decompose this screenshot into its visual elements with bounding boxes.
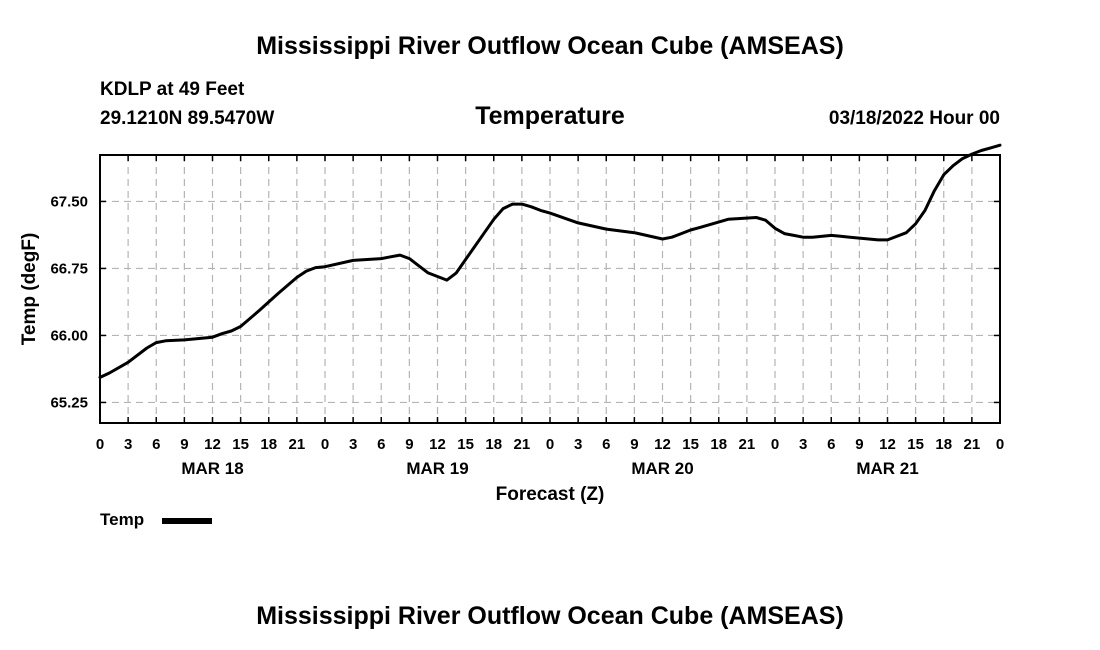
x-tick-label: 21 — [514, 436, 531, 453]
location-label: 29.1210N 89.5470W — [100, 108, 274, 129]
x-tick-label: 12 — [879, 436, 896, 453]
x-tick-label: 6 — [827, 436, 835, 453]
x-tick-label: 12 — [654, 436, 671, 453]
x-tick-label: 18 — [485, 436, 502, 453]
x-tick-label: 15 — [232, 436, 249, 453]
station-label: KDLP at 49 Feet — [100, 79, 245, 100]
x-tick-label: 9 — [630, 436, 638, 453]
x-tick-label: 3 — [124, 436, 132, 453]
y-tick-label: 67.50 — [50, 193, 88, 210]
x-tick-label: 6 — [152, 436, 160, 453]
x-tick-label: 0 — [321, 436, 329, 453]
footer-title: Mississippi River Outflow Ocean Cube (AM… — [256, 602, 844, 630]
x-tick-label: 6 — [377, 436, 385, 453]
x-tick-label: 18 — [260, 436, 277, 453]
x-tick-label: 3 — [574, 436, 582, 453]
x-tick-label: 18 — [710, 436, 727, 453]
x-tick-label: 15 — [457, 436, 474, 453]
x-tick-label: 21 — [289, 436, 306, 453]
x-tick-label: 9 — [180, 436, 188, 453]
y-axis-label: Temp (degF) — [19, 233, 40, 346]
x-tick-label: 21 — [739, 436, 756, 453]
x-tick-label: 0 — [771, 436, 779, 453]
x-tick-label: 6 — [602, 436, 610, 453]
grid-lines — [100, 155, 1000, 423]
x-tick-label: 9 — [855, 436, 863, 453]
series-line-temp — [98, 143, 1002, 379]
x-tick-label: 0 — [996, 436, 1004, 453]
x-day-label: MAR 20 — [631, 459, 693, 478]
axis-ticks: 0 3 6 9 12 15 18 21 0 3 6 9 12 15 18 21 0 3 6 9 12 15 18 21 0 3 6 9… — [50, 155, 1004, 478]
x-tick-label: 15 — [907, 436, 924, 453]
x-tick-label: 0 — [546, 436, 554, 453]
y-tick-label: 66.75 — [50, 260, 88, 277]
x-day-label: MAR 19 — [406, 459, 468, 478]
x-tick-label: 0 — [96, 436, 104, 453]
page-title: Mississippi River Outflow Ocean Cube (AM… — [256, 32, 844, 60]
series-layer — [98, 143, 1002, 379]
x-tick-label: 15 — [682, 436, 699, 453]
x-tick-label: 3 — [349, 436, 357, 453]
datetime-label: 03/18/2022 Hour 00 — [829, 108, 1000, 129]
x-tick-label: 9 — [405, 436, 413, 453]
chart-title: Temperature — [475, 102, 625, 130]
x-axis-label: Forecast (Z) — [496, 484, 605, 505]
x-day-label: MAR 18 — [181, 459, 243, 478]
legend-label-temp: Temp — [100, 510, 144, 529]
x-tick-label: 3 — [799, 436, 807, 453]
x-tick-label: 18 — [935, 436, 952, 453]
x-tick-label: 12 — [204, 436, 221, 453]
x-day-label: MAR 21 — [856, 459, 918, 478]
y-tick-label: 65.25 — [50, 394, 88, 411]
y-tick-label: 66.00 — [50, 327, 88, 344]
x-tick-label: 12 — [429, 436, 446, 453]
legend: Temp — [100, 510, 212, 529]
x-tick-label: 21 — [964, 436, 981, 453]
